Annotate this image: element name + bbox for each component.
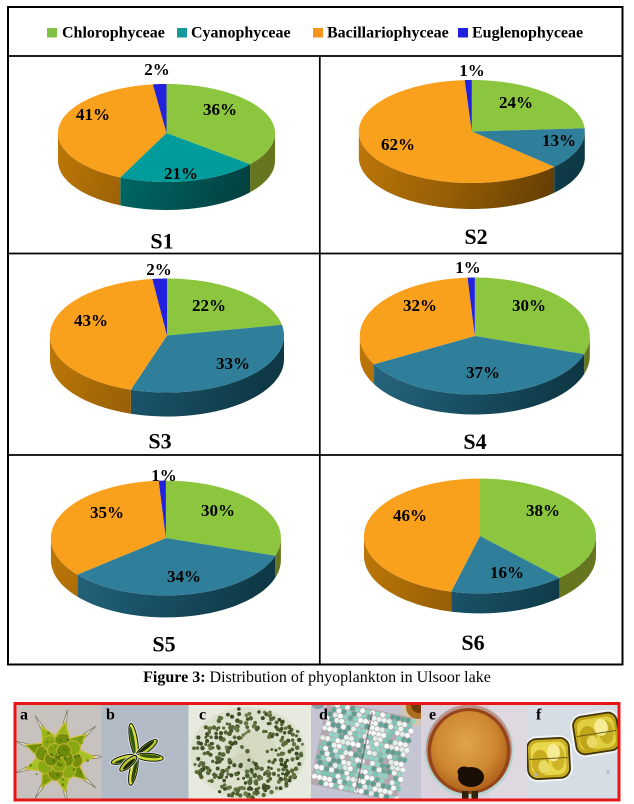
svg-text:d: d <box>319 707 328 724</box>
svg-text:2%: 2% <box>144 60 170 79</box>
svg-text:24%: 24% <box>499 93 533 112</box>
svg-text:Chlorophyceae: Chlorophyceae <box>62 25 165 42</box>
svg-text:36%: 36% <box>203 100 237 119</box>
svg-text:S2: S2 <box>464 224 487 249</box>
svg-text:21%: 21% <box>164 164 198 183</box>
svg-text:2%: 2% <box>146 260 172 279</box>
svg-text:Cyanophyceae: Cyanophyceae <box>191 25 291 42</box>
svg-text:38%: 38% <box>526 501 560 520</box>
svg-text:46%: 46% <box>393 506 427 525</box>
svg-text:Euglenophyceae: Euglenophyceae <box>472 25 583 42</box>
svg-text:S4: S4 <box>463 429 486 454</box>
svg-text:32%: 32% <box>403 296 437 315</box>
svg-text:S5: S5 <box>152 632 175 657</box>
svg-text:c: c <box>199 707 206 724</box>
svg-text:34%: 34% <box>167 567 201 586</box>
svg-text:33%: 33% <box>216 354 250 373</box>
svg-text:62%: 62% <box>381 135 415 154</box>
svg-text:13%: 13% <box>542 131 576 150</box>
svg-text:S1: S1 <box>150 229 173 254</box>
svg-text:16%: 16% <box>490 563 524 582</box>
svg-text:S6: S6 <box>461 630 484 655</box>
svg-text:41%: 41% <box>76 105 110 124</box>
svg-text:Figure 3: Distribution of phyo: Figure 3: Distribution of phyoplankton i… <box>143 669 491 686</box>
svg-text:30%: 30% <box>512 296 546 315</box>
svg-text:Bacillariophyceae: Bacillariophyceae <box>327 25 449 42</box>
svg-text:37%: 37% <box>466 363 500 382</box>
svg-text:1%: 1% <box>459 61 485 80</box>
svg-text:35%: 35% <box>90 503 124 522</box>
svg-text:43%: 43% <box>74 311 108 330</box>
svg-text:1%: 1% <box>151 466 177 485</box>
svg-text:1%: 1% <box>455 258 481 277</box>
svg-text:a: a <box>20 707 28 724</box>
svg-text:b: b <box>106 707 115 724</box>
svg-text:30%: 30% <box>201 501 235 520</box>
svg-text:f: f <box>536 707 542 724</box>
svg-text:S3: S3 <box>148 429 171 454</box>
svg-text:22%: 22% <box>192 296 226 315</box>
svg-text:e: e <box>429 707 436 724</box>
